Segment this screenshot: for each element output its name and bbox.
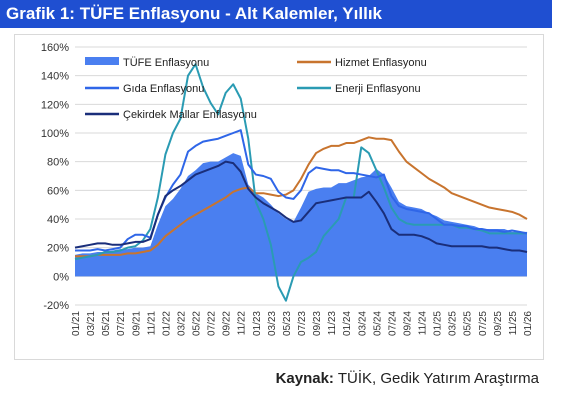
line-area-chart: 160% 140% 120% 100% 80% 60% 40% 20% 0% -20%01/21 0…: [41, 42, 534, 336]
legend-label: Gıda Enflasyonu: [123, 83, 204, 95]
x-tick-label: 03/24: [357, 311, 368, 336]
x-tick-label: 01/22: [161, 311, 172, 336]
legend-swatch: [85, 57, 119, 65]
x-tick-label: 09/24: [402, 311, 413, 336]
x-tick-label: 11/23: [327, 311, 338, 336]
x-tick-label: 03/22: [176, 311, 187, 336]
legend-label: Hizmet Enflasyonu: [335, 57, 427, 69]
x-tick-label: 07/22: [207, 311, 218, 336]
y-tick-label: 160%: [41, 42, 69, 54]
x-tick-label: 11/21: [146, 311, 157, 336]
y-tick-label: 100%: [41, 128, 69, 140]
source-label: Kaynak:: [275, 370, 334, 387]
x-tick-label: 09/22: [222, 311, 233, 336]
x-tick-label: 11/22: [237, 311, 248, 336]
x-tick-label: 01/26: [523, 311, 534, 336]
y-tick-label: 60%: [47, 185, 69, 197]
x-tick-label: 07/23: [297, 311, 308, 336]
x-tick-label: 11/25: [508, 311, 519, 336]
x-tick-label: 07/25: [478, 311, 489, 336]
y-tick-label: 40%: [47, 214, 69, 226]
x-tick-label: 01/21: [71, 311, 82, 336]
y-tick-label: 0%: [53, 271, 69, 283]
x-tick-label: 05/25: [463, 311, 474, 336]
line-hizmet: [75, 136, 528, 258]
x-tick-label: 05/22: [192, 311, 203, 336]
x-tick-label: 01/24: [342, 311, 353, 336]
line-cekirdek: [74, 160, 528, 253]
x-tick-label: 07/24: [387, 311, 398, 336]
source-note: Kaynak: TÜİK, Gedik Yatırım Araştırma: [276, 370, 539, 387]
chart-title: Grafik 1: TÜFE Enflasyonu - Alt Kalemler…: [6, 4, 382, 23]
source-text: TÜİK, Gedik Yatırım Araştırma: [337, 370, 539, 387]
y-tick-label: 20%: [47, 243, 69, 255]
y-tick-label: 120%: [41, 99, 69, 111]
area-tufe: [75, 153, 527, 277]
y-tick-label: 80%: [47, 157, 69, 169]
x-tick-label: 01/23: [252, 311, 263, 336]
chart-title-bar: Grafik 1: TÜFE Enflasyonu - Alt Kalemler…: [0, 0, 552, 28]
x-tick-label: 03/25: [448, 311, 459, 336]
chart-frame: 160% 140% 120% 100% 80% 60% 40% 20% 0% -20% 01/21 0…: [14, 34, 544, 360]
y-tick-label: -20%: [43, 300, 69, 312]
legend-label: TÜFE Enflasyonu: [123, 57, 209, 69]
x-tick-label: 05/21: [101, 311, 112, 336]
x-tick-label: 05/24: [372, 311, 383, 336]
x-tick-label: 01/25: [433, 311, 444, 336]
x-tick-label: 09/25: [493, 311, 504, 336]
x-tick-label: 03/21: [86, 311, 97, 336]
x-tick-label: 09/23: [312, 311, 323, 336]
x-tick-label: 09/21: [131, 311, 142, 336]
x-tick-label: 05/23: [282, 311, 293, 336]
x-tick-label: 03/23: [267, 311, 278, 336]
x-tick-label: 11/24: [418, 311, 429, 336]
x-tick-label: 07/21: [116, 311, 127, 336]
legend-label: Enerji Enflasyonu: [335, 83, 421, 95]
legend-label: Çekirdek Mallar Enflasyonu: [123, 109, 257, 121]
y-tick-label: 140%: [41, 71, 69, 83]
